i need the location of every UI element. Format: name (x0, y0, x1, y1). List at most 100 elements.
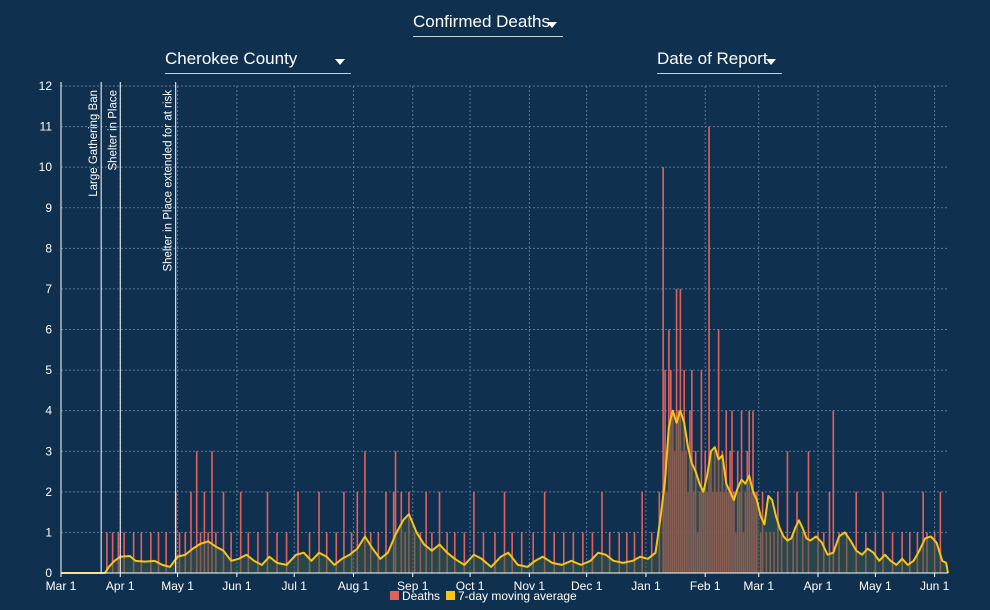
event-label: Shelter in Place extended for at risk (163, 90, 175, 272)
deaths-bar (377, 532, 380, 573)
deaths-bar (591, 532, 594, 573)
y-tick-label: 4 (45, 404, 52, 418)
x-tick-label: Aug 1 (338, 579, 370, 593)
deaths-bar (157, 532, 160, 573)
deaths-bar (855, 491, 858, 573)
deaths-bar (901, 532, 903, 573)
x-tick-label: Apr 1 (106, 579, 135, 593)
deaths-bar (463, 532, 466, 573)
deaths-bar (601, 491, 603, 573)
x-tick-label: Mar 1 (743, 579, 774, 593)
deaths-bar (807, 451, 810, 573)
date-basis-dropdown[interactable]: Date of Report (657, 49, 782, 74)
deaths-bar (318, 491, 320, 573)
x-tick-label: Nov 1 (514, 579, 546, 593)
deaths-bar (731, 410, 733, 573)
deaths-bar (356, 491, 359, 573)
y-tick-label: 12 (39, 79, 53, 93)
deaths-bar (266, 491, 269, 573)
deaths-bar (482, 532, 485, 573)
deaths-bar (618, 532, 621, 573)
metric-dropdown-label: Confirmed Deaths (413, 12, 551, 31)
moving-average-area (61, 410, 948, 573)
deaths-bar (195, 451, 198, 573)
deaths-bar (543, 491, 546, 573)
deaths-bar (184, 532, 187, 573)
y-tick-label: 6 (45, 323, 52, 337)
deaths-bar (140, 532, 143, 573)
moving-average-path (61, 409, 949, 574)
deaths-bar (832, 410, 835, 573)
y-tick-label: 11 (40, 120, 53, 134)
deaths-bar (364, 451, 366, 573)
deaths-bar (473, 491, 475, 573)
legend-swatch-moving-average (446, 591, 455, 600)
deaths-bar (308, 532, 311, 573)
y-tick-label: 10 (39, 160, 53, 174)
deaths-bar (453, 532, 456, 573)
chevron-down-icon (335, 59, 345, 65)
deaths-bar (392, 491, 395, 573)
y-tick-label: 5 (45, 363, 52, 377)
x-tick-label: May 1 (859, 579, 892, 593)
x-tick-label: Jun 1 (222, 579, 252, 593)
y-tick-label: 2 (45, 485, 52, 499)
deaths-bar (123, 532, 125, 573)
deaths-bar (117, 532, 120, 573)
deaths-bar (511, 532, 513, 573)
deaths-bar (150, 532, 152, 573)
deaths-bar (211, 451, 213, 573)
chevron-down-icon (766, 59, 776, 65)
x-tick-label: Jan 1 (631, 579, 661, 593)
deaths-bar (633, 532, 636, 573)
x-tick-label: Feb 1 (690, 579, 721, 593)
x-tick-label: Mar 1 (46, 579, 77, 593)
deaths-bar (335, 532, 338, 573)
county-dropdown[interactable]: Cherokee County (165, 49, 351, 74)
deaths-bar (572, 532, 575, 573)
deaths-bar (106, 532, 108, 573)
deaths-bar (908, 532, 911, 573)
event-label: Shelter in Place (107, 90, 119, 171)
deaths-bar (165, 532, 167, 573)
legend-swatch-deaths (390, 591, 399, 600)
deaths-bar (717, 329, 720, 573)
event-markers: Large Gathering Ban Shelter in Place Shelt… (88, 82, 177, 573)
moving-average-line (61, 409, 949, 574)
x-tick-label: Jun 1 (920, 579, 950, 593)
deaths-bar (662, 167, 664, 573)
metric-dropdown[interactable]: Confirmed Deaths (413, 12, 563, 37)
x-tick-label: Jul 1 (282, 579, 308, 593)
x-tick-label: Oct 1 (456, 579, 485, 593)
event-label: Large Gathering Ban (88, 90, 100, 197)
deaths-bar (203, 491, 206, 573)
deaths-bar (247, 532, 250, 573)
deaths-bar (230, 532, 232, 573)
deaths-bar (626, 532, 628, 573)
deaths-bar (111, 532, 114, 573)
legend-label-deaths: Deaths (402, 589, 440, 603)
deaths-bar (939, 491, 942, 573)
deaths-bar (325, 532, 328, 573)
deaths-bar (257, 532, 259, 573)
deaths-bars (106, 126, 942, 573)
deaths-bar (786, 451, 789, 573)
deaths-bar (222, 491, 225, 573)
deaths-bar (520, 532, 523, 573)
chevron-down-icon (547, 22, 557, 28)
date-basis-dropdown-label: Date of Report (657, 49, 768, 68)
x-tick-label: Sep 1 (397, 579, 429, 593)
y-tick-label: 1 (45, 525, 52, 539)
deaths-bar (553, 532, 556, 573)
y-tick-label: 8 (45, 241, 52, 255)
deaths-bar (394, 451, 397, 573)
legend[interactable]: Deaths 7-day moving average (390, 589, 577, 603)
deaths-bar (425, 491, 427, 573)
y-tick-label: 7 (45, 282, 52, 296)
deaths-bar (608, 532, 611, 573)
deaths-bar (503, 491, 506, 573)
x-tick-label: May 1 (161, 579, 194, 593)
deaths-bar (385, 491, 387, 573)
